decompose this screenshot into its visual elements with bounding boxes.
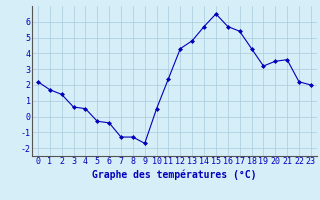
X-axis label: Graphe des températures (°C): Graphe des températures (°C) xyxy=(92,169,257,180)
